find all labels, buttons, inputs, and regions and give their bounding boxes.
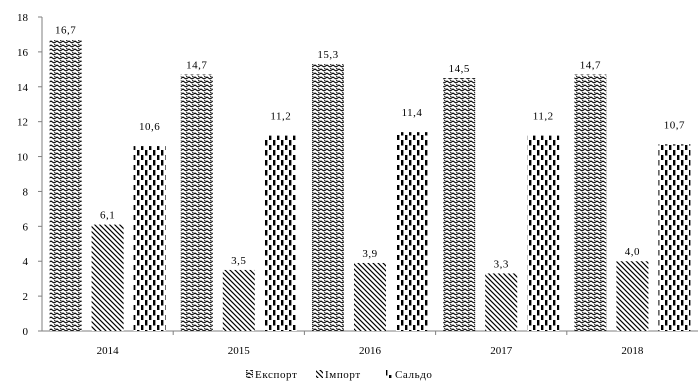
bar-saldo <box>658 144 691 331</box>
bar-export <box>443 78 476 331</box>
legend-label-saldo: Сальдо <box>395 369 433 381</box>
x-tick-label: 2018 <box>621 345 644 357</box>
bars <box>49 39 691 332</box>
bar-export <box>574 74 607 332</box>
data-label-export: 14,7 <box>186 60 207 72</box>
data-label-export: 15,3 <box>317 49 338 61</box>
bar-import <box>91 224 124 331</box>
data-labels: 16,7 6,1 10,6 14,7 3,5 11,2 15,3 3,9 11,4 14,5 3,3… <box>55 25 685 271</box>
data-label-import: 4,0 <box>625 246 640 258</box>
data-label-saldo: 11,2 <box>270 111 291 123</box>
y-tick-label: 6 <box>23 221 29 233</box>
x-tick-label: 2015 <box>228 345 251 357</box>
bar-export <box>49 39 82 332</box>
y-tick-label: 12 <box>17 117 28 129</box>
legend: Експорт Імпорт Сальдо <box>246 369 433 381</box>
legend-label-export: Експорт <box>255 369 297 381</box>
bar-saldo <box>264 135 297 331</box>
y-tick-label: 18 <box>17 12 29 24</box>
data-label-import: 3,9 <box>362 248 377 260</box>
data-label-import: 6,1 <box>100 210 115 222</box>
y-tick-label: 8 <box>23 186 29 198</box>
data-label-saldo: 11,4 <box>402 107 423 119</box>
x-axis: 2014 2015 2016 2017 2018 <box>42 330 698 357</box>
x-tick-label: 2016 <box>359 345 382 357</box>
data-label-export: 14,7 <box>580 60 601 72</box>
bar-saldo <box>527 135 560 331</box>
y-tick-label: 2 <box>23 291 29 303</box>
data-label-import: 3,3 <box>494 258 509 270</box>
data-label-saldo: 10,6 <box>139 121 160 133</box>
y-tick-label: 14 <box>17 82 29 94</box>
x-tick-label: 2014 <box>97 345 120 357</box>
bar-saldo <box>133 146 166 331</box>
legend-swatch-import <box>316 370 323 378</box>
y-tick-label: 16 <box>17 47 29 59</box>
legend-swatch-export <box>246 370 253 378</box>
y-tick-label: 4 <box>23 256 29 268</box>
bar-import <box>616 261 649 331</box>
y-tick-label: 10 <box>17 152 29 164</box>
bar-import <box>354 262 386 331</box>
bar-import <box>222 269 255 331</box>
legend-label-import: Імпорт <box>325 369 361 381</box>
x-tick-label: 2017 <box>490 345 513 357</box>
bar-saldo <box>396 132 428 331</box>
data-label-saldo: 11,2 <box>533 111 554 123</box>
legend-swatch-saldo <box>386 370 393 378</box>
data-label-import: 3,5 <box>231 255 246 267</box>
data-label-export: 14,5 <box>449 63 470 75</box>
y-axis: 0 2 4 6 8 10 12 14 16 18 <box>17 12 43 338</box>
bar-export <box>180 74 213 332</box>
bar-export <box>312 64 344 331</box>
y-tick-label: 0 <box>23 326 29 338</box>
bar-import <box>485 273 518 331</box>
data-label-export: 16,7 <box>55 25 76 37</box>
data-label-saldo: 10,7 <box>664 119 685 131</box>
